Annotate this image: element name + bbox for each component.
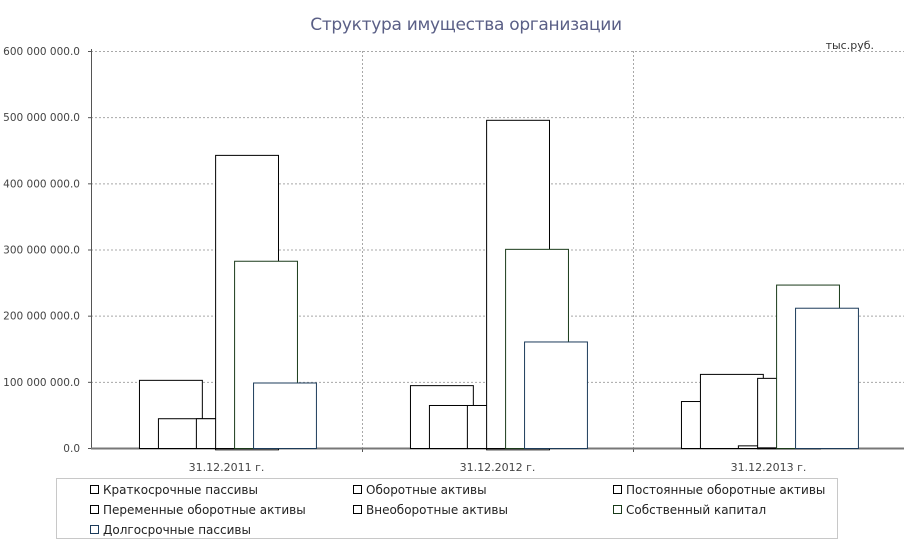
legend-label: Переменные оборотные активы	[103, 503, 306, 517]
legend-swatch-icon	[353, 485, 362, 494]
bar	[795, 307, 859, 449]
y-tick-label: 400 000 000.0	[3, 178, 80, 190]
legend-swatch-icon	[613, 485, 622, 494]
legend-item: Внеоборотные активы	[353, 503, 508, 517]
legend-label: Долгосрочные пассивы	[103, 523, 251, 537]
legend-label: Внеоборотные активы	[366, 503, 508, 517]
y-tick-label: 600 000 000.0	[3, 46, 80, 58]
y-tick-label: 200 000 000.0	[3, 311, 80, 323]
legend-swatch-icon	[90, 505, 99, 514]
legend-label: Оборотные активы	[366, 483, 487, 497]
y-tick-label: 100 000 000.0	[3, 377, 80, 389]
legend-swatch-icon	[613, 505, 622, 514]
legend-swatch-icon	[90, 525, 99, 534]
chart-plot: Структура имущества организации тыс.руб.…	[3, 15, 904, 474]
unit-label: тыс.руб.	[826, 39, 874, 52]
x-tick-label: 31.12.2011 г.	[189, 461, 265, 474]
bar	[699, 373, 764, 450]
chart-title: Структура имущества организации	[310, 15, 622, 35]
y-tick-labels: 0.0 100 000 000.0 200 000 000.0 300 000 000…	[3, 46, 80, 455]
bar	[524, 341, 588, 450]
y-tick-label: 500 000 000.0	[3, 112, 80, 124]
legend-label: Краткосрочные пассивы	[103, 483, 258, 497]
bars	[138, 119, 859, 451]
legend-item: Долгосрочные пассивы	[90, 523, 251, 537]
legend-item: Постоянные оборотные активы	[613, 483, 825, 497]
y-tick-label: 0.0	[63, 443, 80, 455]
legend-label: Собственный капитал	[626, 503, 767, 517]
y-tick-label: 300 000 000.0	[3, 245, 80, 257]
x-tick-label: 31.12.2012 г.	[460, 461, 536, 474]
x-tick-label: 31.12.2013 г.	[731, 461, 807, 474]
x-tick-labels: 31.12.2011 г. 31.12.2012 г. 31.12.2013 г.	[189, 461, 807, 474]
legend-swatch-icon	[353, 505, 362, 514]
legend-item: Собственный капитал	[613, 503, 766, 517]
bar	[253, 382, 317, 449]
legend-item: Переменные оборотные активы	[90, 503, 306, 517]
legend-item: Краткосрочные пассивы	[90, 483, 258, 497]
legend-label: Постоянные оборотные активы	[626, 483, 826, 497]
legend-item: Оборотные активы	[353, 483, 487, 497]
legend: Краткосрочные пассивы Оборотные активы П…	[56, 478, 838, 539]
legend-swatch-icon	[90, 485, 99, 494]
